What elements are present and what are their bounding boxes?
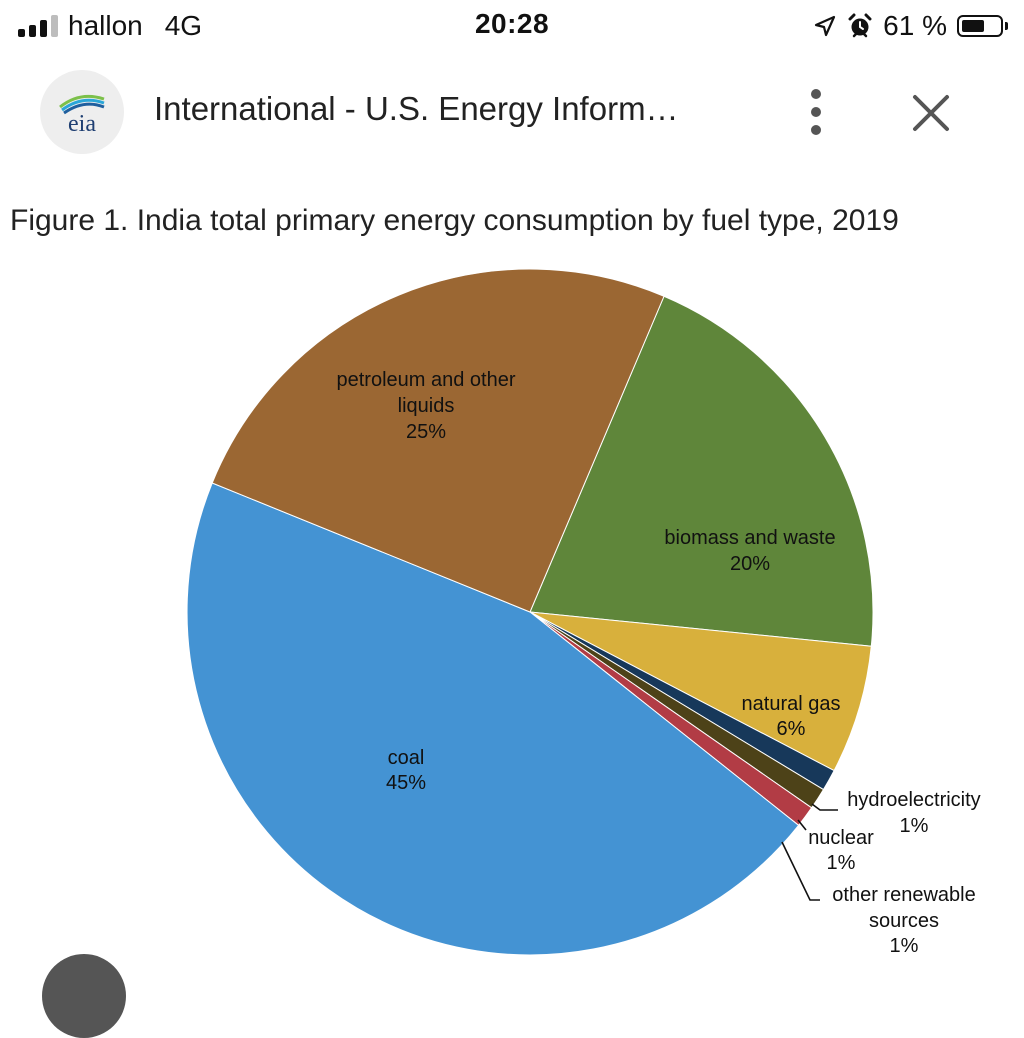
- pie-slice-biomass-and-waste: [529, 295, 874, 647]
- battery-percent: 61 %: [883, 10, 947, 41]
- battery-icon: [957, 15, 1003, 37]
- label-petroleum-name-1: petroleum and other: [336, 369, 515, 391]
- other-renewable-leader-line: [781, 841, 820, 901]
- label-natural-gas-value: 6%: [777, 718, 806, 740]
- pie-slice-coal: [186, 482, 800, 956]
- floating-action-button[interactable]: [42, 954, 126, 1038]
- label-hydro-value: 1%: [900, 815, 929, 837]
- label-petroleum-value: 25%: [406, 421, 446, 443]
- battery-cap: [1005, 22, 1008, 30]
- location-arrow-icon: [815, 15, 836, 37]
- label-nuclear-name: nuclear: [808, 827, 874, 849]
- site-logo[interactable]: eia: [40, 70, 124, 154]
- hydro-leader-line: [811, 803, 838, 811]
- status-bar: hallon 4G 20:28 61 %: [0, 0, 1024, 52]
- figure-title: Figure 1. India total primary energy con…: [10, 204, 899, 237]
- label-biomass-name: biomass and waste: [664, 527, 835, 549]
- signal-icon: [18, 15, 58, 37]
- network-type: 4G: [164, 10, 203, 41]
- more-options-button[interactable]: [796, 84, 836, 140]
- status-right: 61 %: [813, 8, 1008, 44]
- label-coal-value: 45%: [386, 772, 426, 794]
- clock: 20:28: [474, 8, 550, 39]
- close-icon: [913, 95, 949, 131]
- pie-slice-petroleum-and-other-liquids: [211, 268, 665, 613]
- label-hydro-name: hydroelectricity: [847, 789, 980, 811]
- label-coal-name: coal: [388, 747, 425, 769]
- battery-fill: [962, 20, 984, 32]
- label-other-name-2: sources: [869, 910, 939, 932]
- pie-chart: petroleum and other liquids 25% biomass …: [186, 268, 981, 957]
- label-other-value: 1%: [890, 935, 919, 957]
- page-title: International - U.S. Energy Inform…: [154, 90, 679, 127]
- more-vertical-icon: [811, 89, 821, 135]
- nuclear-leader-line: [797, 819, 807, 831]
- leader-lines: [781, 803, 838, 901]
- label-natural-gas-name: natural gas: [742, 693, 841, 715]
- label-other-name-1: other renewable: [832, 884, 975, 906]
- logo-text: eia: [68, 111, 96, 135]
- label-nuclear-value: 1%: [827, 852, 856, 874]
- alarm-icon: [848, 13, 872, 38]
- label-petroleum-name-2: liquids: [398, 395, 455, 417]
- close-button[interactable]: [906, 88, 956, 138]
- status-left: hallon 4G: [18, 8, 202, 44]
- label-biomass-value: 20%: [730, 553, 770, 575]
- app-header: eia International - U.S. Energy Inform…: [0, 62, 1024, 162]
- pie-slices: [186, 268, 874, 956]
- eia-logo-icon: eia: [59, 94, 105, 135]
- pie-slice-natural-gas: [529, 611, 872, 772]
- carrier-name: hallon: [68, 10, 143, 41]
